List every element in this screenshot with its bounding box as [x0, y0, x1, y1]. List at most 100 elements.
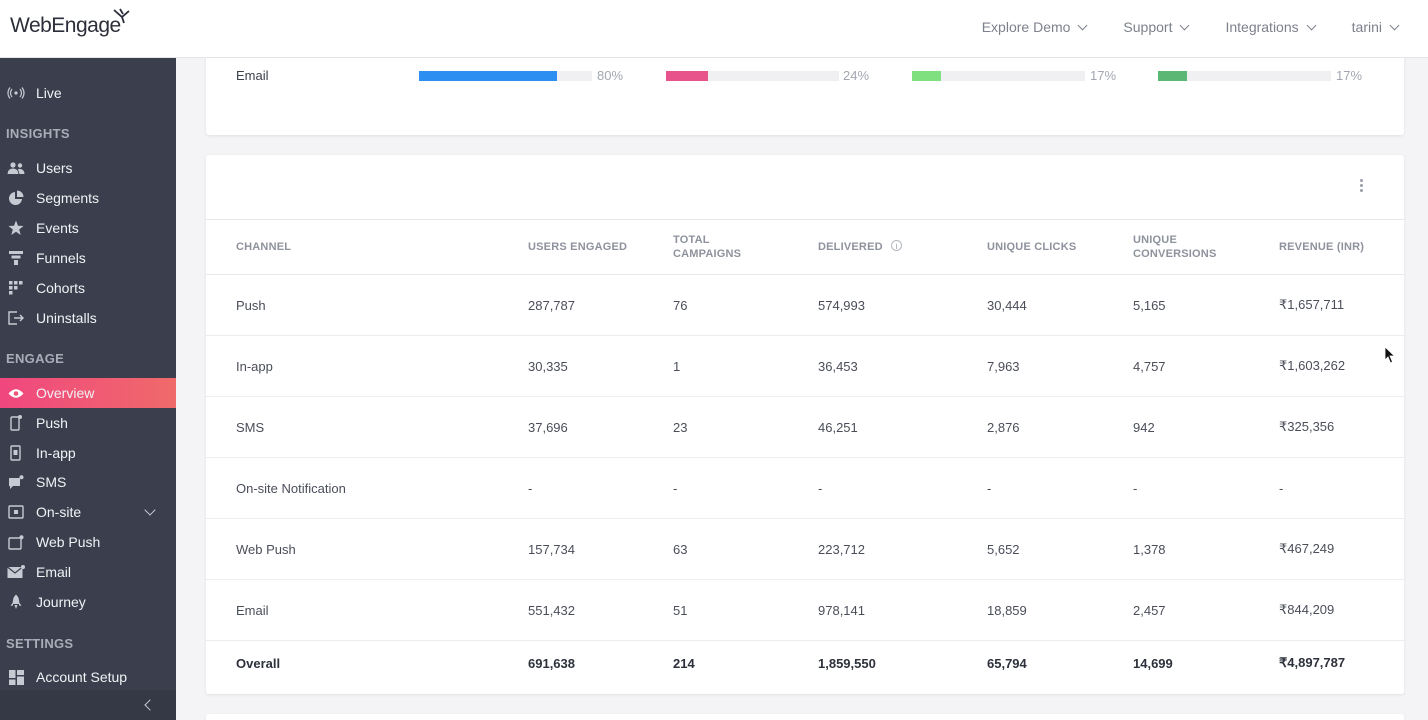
sidebar-item-cohorts[interactable]: Cohorts [0, 273, 176, 303]
sidebar-item-funnels[interactable]: Funnels [0, 243, 176, 273]
table-cell: 18,859 [987, 579, 1133, 641]
sidebar-item-push[interactable]: Push [0, 408, 176, 438]
table-cell: 30,444 [987, 274, 1133, 336]
table-cell: 4,757 [1133, 335, 1279, 397]
total-row: Overall 691,638 214 1,859,550 65,794 14,699 ₹4… [206, 641, 1404, 686]
total-cell: ₹4,897,787 [1279, 655, 1346, 671]
user-name: tarini [1351, 19, 1382, 35]
top-header: WebEngage Explore Demo Support Integrati… [0, 0, 1428, 58]
chevron-down-icon [1180, 20, 1190, 30]
sidebar: Live INSIGHTS Users Segments Events Funn… [0, 58, 176, 720]
table-cell: 1,378 [1133, 518, 1279, 580]
progress-bar [419, 71, 592, 81]
table-cell: Email [206, 579, 528, 641]
chevron-down-icon [1306, 20, 1317, 30]
progress-track [666, 71, 839, 81]
progress-bar [912, 71, 1085, 81]
sidebar-item-label: Push [36, 415, 68, 431]
top-nav: Explore Demo Support Integrations tarini [945, 0, 1400, 54]
column-header[interactable]: DELIVERED [818, 219, 987, 275]
sidebar-item-label: Users [36, 160, 73, 176]
sidebar-item-sms[interactable]: SMS [0, 467, 176, 497]
table-cell: 51 [673, 579, 818, 641]
support-label: Support [1123, 19, 1173, 35]
next-card [206, 714, 1404, 720]
table-cell: 2,876 [987, 396, 1133, 458]
sidebar-item-segments[interactable]: Segments [0, 183, 176, 213]
exit-icon [7, 309, 25, 327]
table-cell: - [528, 457, 673, 519]
column-header[interactable]: USERS ENGAGED [528, 219, 673, 275]
sidebar-item-email[interactable]: Email [0, 557, 176, 587]
sidebar-item-uninstalls[interactable]: Uninstalls [0, 303, 176, 333]
table-row[interactable]: SMS 37,696 23 46,251 2,876 942 ₹325,356 [206, 396, 1404, 458]
sidebar-item-journey[interactable]: Journey [0, 587, 176, 617]
table-cell: In-app [206, 335, 528, 397]
sidebar-item-label: Account Setup [36, 669, 128, 685]
column-header[interactable]: CHANNEL [206, 219, 528, 275]
sidebar-item-overview[interactable]: Overview [0, 378, 176, 408]
total-cell: 1,859,550 [818, 655, 876, 671]
sidebar-item-events[interactable]: Events [0, 213, 176, 243]
table-row[interactable]: In-app 30,335 1 36,453 7,963 4,757 ₹1,603,262 [206, 335, 1404, 397]
progress-bar [666, 71, 839, 81]
percent-label: 24% [843, 68, 870, 83]
support-menu[interactable]: Support [1123, 19, 1190, 35]
sidebar-item-on-site[interactable]: On-site [0, 497, 176, 527]
table-row[interactable]: On-site Notification - - - - - - [206, 457, 1404, 519]
mobile-push-icon [7, 414, 25, 432]
star-icon [7, 219, 25, 237]
funnel-icon [7, 249, 25, 267]
dashboard-icon [7, 668, 25, 686]
sidebar-item-label: Uninstalls [36, 310, 97, 326]
table-cell: 5,165 [1133, 274, 1279, 336]
table-cell: 76 [673, 274, 818, 336]
sidebar-collapse-button[interactable] [0, 690, 176, 720]
explore-demo-menu[interactable]: Explore Demo [981, 19, 1088, 35]
chevron-down-icon[interactable] [144, 504, 156, 516]
table-cell: 287,787 [528, 274, 673, 336]
total-cell: Overall [236, 655, 281, 671]
integrations-label: Integrations [1225, 19, 1299, 35]
column-header[interactable]: TOTAL CAMPAIGNS [673, 219, 818, 275]
percent-label: 17% [1336, 68, 1363, 83]
sidebar-item-in-app[interactable]: In-app [0, 438, 176, 468]
table-cell: ₹325,356 [1279, 396, 1404, 458]
info-icon[interactable] [890, 240, 902, 251]
table-header-row: CHANNEL USERS ENGAGED TOTAL CAMPAIGNS DE… [206, 219, 1404, 275]
column-header[interactable]: UNIQUE CONVERSIONS [1133, 219, 1279, 275]
more-options-icon[interactable] [1360, 179, 1364, 195]
sidebar-item-account-setup[interactable]: Account Setup [0, 662, 176, 692]
sidebar-item-label: Journey [36, 594, 86, 610]
table-row[interactable]: Email 551,432 51 978,141 18,859 2,457 ₹844,209 [206, 579, 1404, 641]
sidebar-item-live[interactable]: Live [0, 78, 176, 108]
section-heading-engage: ENGAGE [6, 351, 65, 366]
progress-fill [1158, 71, 1187, 81]
mouse-cursor-icon [1384, 346, 1396, 364]
logo-bird-icon [113, 8, 130, 24]
column-header[interactable]: UNIQUE CLICKS [987, 219, 1133, 275]
channel-label: Email [236, 68, 269, 83]
table-cell: 551,432 [528, 579, 673, 641]
table-cell: 1 [673, 335, 818, 397]
channel-table: CHANNEL USERS ENGAGED TOTAL CAMPAIGNS DE… [206, 219, 1404, 686]
table-cell: 46,251 [818, 396, 987, 458]
total-cell: 14,699 [1133, 655, 1173, 671]
sidebar-item-web-push[interactable]: Web Push [0, 527, 176, 557]
sidebar-item-users[interactable]: Users [0, 153, 176, 183]
table-cell: 978,141 [818, 579, 987, 641]
column-header[interactable]: REVENUE (INR) [1279, 219, 1404, 275]
app-logo[interactable]: WebEngage [10, 14, 121, 37]
chevron-down-icon [1389, 20, 1400, 30]
sidebar-item-label: Funnels [36, 250, 86, 266]
table-cell: - [1133, 457, 1279, 519]
integrations-menu[interactable]: Integrations [1225, 19, 1317, 35]
table-cell: ₹1,657,711 [1279, 274, 1404, 336]
explore-demo-label: Explore Demo [981, 19, 1071, 35]
table-row[interactable]: Push 287,787 76 574,993 30,444 5,165 ₹1,657,71… [206, 274, 1404, 336]
user-menu[interactable]: tarini [1351, 19, 1400, 35]
table-row[interactable]: Web Push 157,734 63 223,712 5,652 1,378 ₹467,2… [206, 518, 1404, 580]
table-cell: 942 [1133, 396, 1279, 458]
table-cell: 223,712 [818, 518, 987, 580]
table-cell: - [818, 457, 987, 519]
